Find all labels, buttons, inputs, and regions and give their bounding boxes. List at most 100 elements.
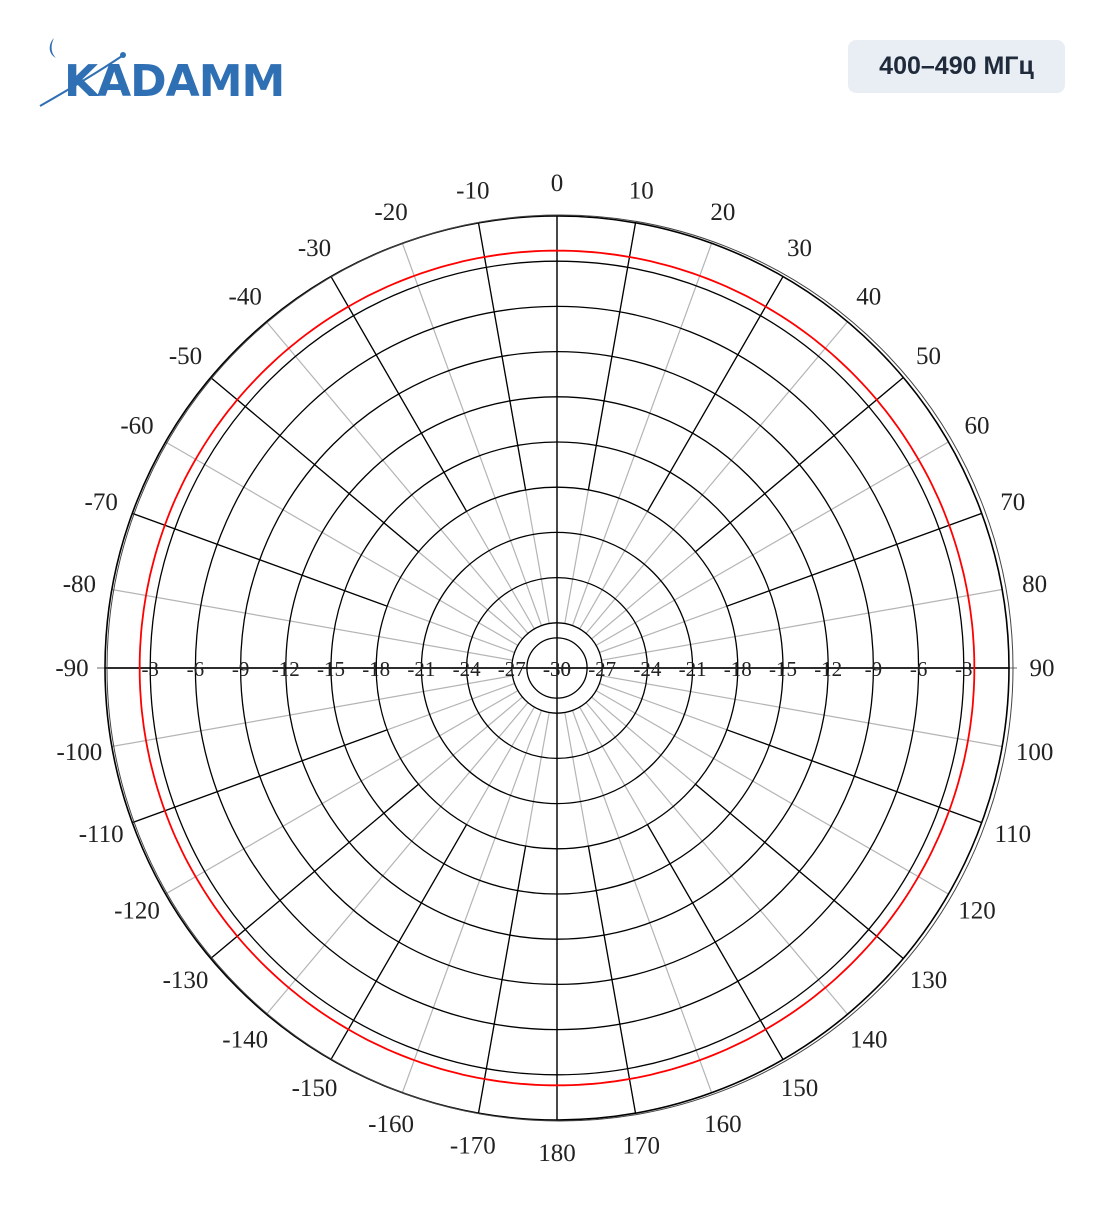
- frequency-badge: 400–490 МГц: [848, 40, 1065, 93]
- grid-spoke-minor: [401, 243, 543, 626]
- radial-tick-label: -27: [588, 657, 616, 681]
- angle-tick-label: 0: [551, 170, 564, 197]
- grid-spoke-major: [330, 276, 468, 512]
- angle-tick-label: 30: [787, 235, 812, 262]
- angle-tick-label: -120: [114, 898, 160, 925]
- angle-tick-label: -150: [292, 1075, 338, 1102]
- angle-tick-label: 180: [538, 1140, 576, 1167]
- grid-spoke-major: [330, 824, 468, 1060]
- radial-tick-label: -18: [724, 657, 752, 681]
- radial-tick-label: -12: [814, 657, 842, 681]
- grid-spoke-major: [587, 845, 637, 1114]
- angle-tick-label: 110: [995, 821, 1032, 848]
- angle-tick-label: 20: [710, 199, 735, 226]
- angle-tick-labels: 0 10 20 30 40 50 60 70 80 90 100 110 120 130 140 150 160…: [55, 170, 1054, 1167]
- grid-spoke-major: [646, 824, 784, 1060]
- brand-logo: KADAMM: [38, 34, 298, 114]
- grid-spoke-minor: [165, 441, 519, 646]
- angle-tick-label: 60: [965, 413, 990, 440]
- grid-spoke-minor: [165, 690, 519, 895]
- radial-tick-label: -18: [362, 657, 390, 681]
- angle-tick-label: 130: [910, 967, 948, 994]
- radial-tick-label: -6: [187, 657, 205, 681]
- outer-circle: [104, 215, 1010, 1121]
- grid-spoke-major: [477, 222, 527, 491]
- grid-spoke-major: [132, 729, 388, 824]
- grid-spoke-minor: [266, 321, 529, 634]
- angle-tick-label: 90: [1030, 655, 1055, 682]
- angle-tick-label: -80: [63, 571, 96, 598]
- angle-tick-label: -160: [368, 1111, 414, 1138]
- grid-spoke-major: [477, 845, 527, 1114]
- outer-rim: [104, 214, 1014, 1122]
- grid-spoke-minor: [585, 702, 848, 1015]
- radial-tick-labels: -3-3 -6-6 -9-9 -12-12 -15-15 -18-18 -21-21 -24-…: [141, 657, 972, 681]
- radial-tick-label: -3: [955, 657, 973, 681]
- grid-spoke-minor: [571, 710, 713, 1093]
- grid-spoke-major: [695, 377, 904, 553]
- angle-tick-label: -170: [450, 1133, 496, 1160]
- grid-spoke-major: [587, 222, 637, 491]
- radial-tick-label: -24: [633, 657, 661, 681]
- radial-tick-label: -12: [272, 657, 300, 681]
- radial-tick-label: -24: [453, 657, 481, 681]
- radial-tick-label: -6: [910, 657, 928, 681]
- grid-spoke-minor: [595, 690, 949, 895]
- radial-tick-label: -30: [543, 657, 571, 681]
- radial-tick-label: -21: [407, 657, 435, 681]
- radial-tick-label: -15: [769, 657, 797, 681]
- angle-tick-label: -20: [374, 199, 407, 226]
- angle-tick-label: 150: [781, 1075, 819, 1102]
- radial-tick-label: -27: [498, 657, 526, 681]
- angle-tick-label: -110: [79, 821, 124, 848]
- grid-spoke-minor: [111, 588, 513, 661]
- grid-spoke-major: [210, 783, 419, 959]
- angle-tick-label: 80: [1022, 571, 1047, 598]
- angle-tick-label: -100: [56, 739, 102, 766]
- grid-spoke-minor: [111, 675, 513, 748]
- logo-satellite-icon: [39, 38, 126, 107]
- grid-spoke-minor: [601, 588, 1003, 661]
- angle-tick-label: -70: [85, 489, 118, 516]
- angle-tick-label: -140: [222, 1027, 268, 1054]
- grid-spoke-minor: [601, 675, 1003, 748]
- angle-tick-label: -130: [163, 967, 209, 994]
- radial-tick-label: -9: [865, 657, 883, 681]
- radial-tick-label: -21: [679, 657, 707, 681]
- angle-tick-label: -10: [456, 177, 489, 204]
- angle-tick-label: 70: [1000, 489, 1025, 516]
- grid-spoke-minor: [571, 243, 713, 626]
- angle-tick-label: -40: [229, 284, 262, 311]
- radial-tick-label: -9: [232, 657, 250, 681]
- grid-spoke-major: [646, 276, 784, 512]
- radial-tick-label: -3: [141, 657, 159, 681]
- angle-tick-label: 50: [916, 343, 941, 370]
- radial-tick-label: -15: [317, 657, 345, 681]
- grid-spoke-major: [726, 512, 982, 607]
- angle-tick-label: -60: [120, 413, 153, 440]
- pattern-series: [138, 249, 976, 1087]
- major-grid: [105, 216, 1009, 1120]
- angle-tick-label: 100: [1016, 739, 1054, 766]
- grid-spoke-major: [695, 783, 904, 959]
- outer-circle-shadow: [106, 214, 1014, 1122]
- angle-tick-label: 10: [629, 177, 654, 204]
- grid-spoke-minor: [266, 702, 529, 1015]
- grid-spoke-minor: [585, 321, 848, 634]
- logo-text: KADAMM: [64, 56, 285, 107]
- grid-spoke-minor: [401, 710, 543, 1093]
- angle-tick-label: -50: [169, 343, 202, 370]
- angle-tick-label: 120: [958, 898, 996, 925]
- angle-tick-label: 160: [704, 1111, 742, 1138]
- angle-tick-label: 140: [850, 1027, 888, 1054]
- grid-spoke-major: [132, 512, 388, 607]
- angle-tick-label: -90: [55, 655, 88, 682]
- pattern-line: [138, 249, 976, 1087]
- radial-tick-label: -30: [543, 657, 571, 681]
- grid-spoke-major: [726, 729, 982, 824]
- grid-spoke-minor: [595, 441, 949, 646]
- angle-tick-label: 40: [856, 284, 881, 311]
- grid-spoke-major: [210, 377, 419, 553]
- angle-tick-label: 170: [622, 1133, 660, 1160]
